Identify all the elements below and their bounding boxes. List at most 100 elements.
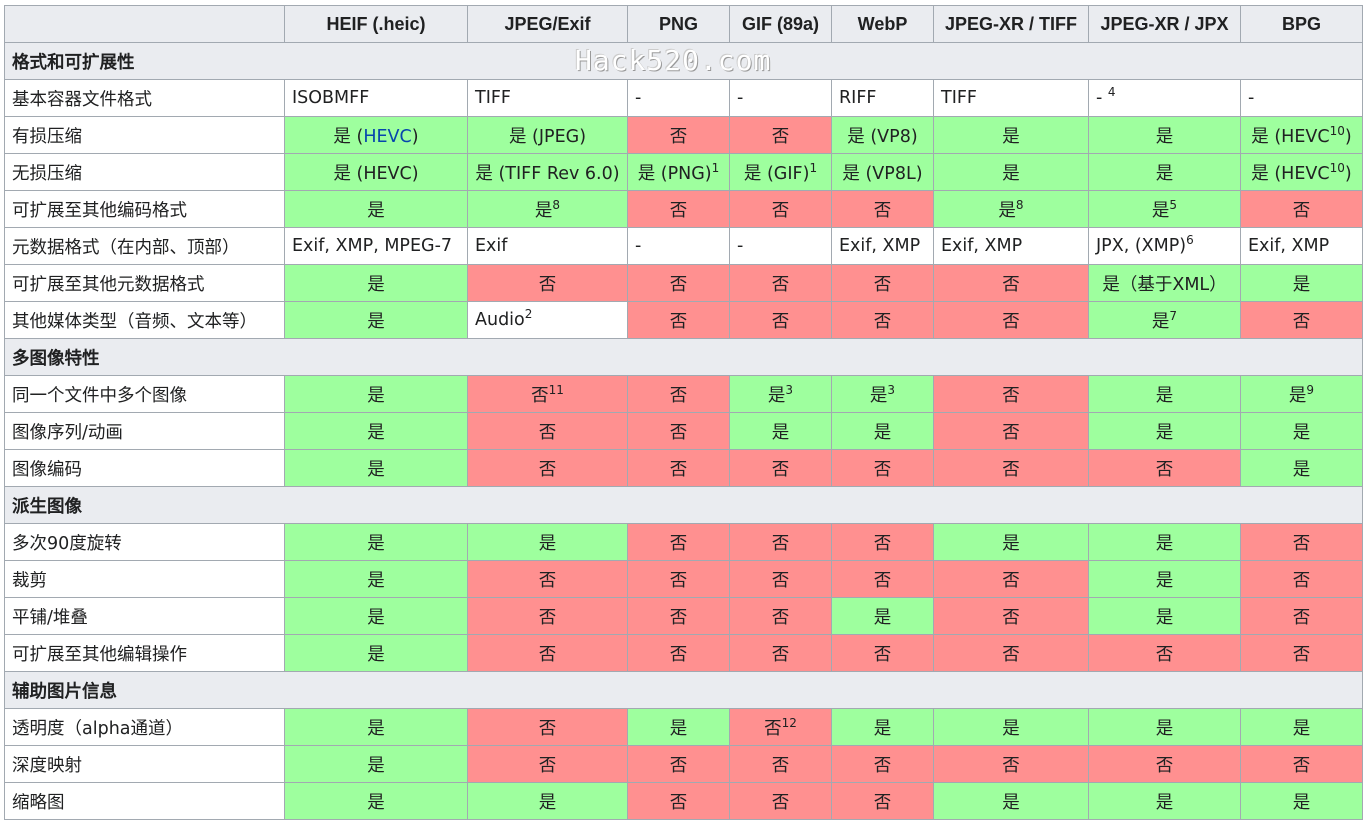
table-cell: 是	[284, 560, 468, 598]
footnote-ref[interactable]: 8	[552, 197, 561, 212]
table-cell: 是 (PNG)1	[627, 153, 730, 191]
cell-text: 否	[538, 459, 557, 480]
footnote-ref[interactable]: 12	[781, 715, 797, 730]
table-row: 可扩展至其他编辑操作 是 否 否 否 否 否 否 否	[4, 634, 1363, 672]
cell-text: JPX, (XMP)	[1096, 236, 1187, 256]
column-header: BPG	[1240, 5, 1363, 43]
section-title: 多图像特性	[4, 338, 1363, 376]
cell-text: 是 (HEVC	[1251, 163, 1330, 184]
cell-text: 否	[1002, 385, 1020, 406]
column-header: GIF (89a)	[729, 5, 832, 43]
cell-text-suffix: )	[411, 126, 419, 147]
cell-text: 否	[1292, 200, 1311, 221]
cell-text: 否	[1292, 533, 1311, 554]
table-cell: 否	[729, 782, 832, 820]
table-cell: 是	[831, 412, 934, 450]
cell-text: 是	[1292, 792, 1311, 813]
table-row: 透明度（alpha通道）是否是否12 是是是是	[4, 708, 1363, 746]
table-cell: 是	[933, 523, 1089, 561]
cell-text: 是	[367, 792, 385, 813]
footnote-ref[interactable]: 1	[809, 160, 818, 175]
cell-text: 否	[1292, 755, 1311, 776]
row-label: 其他媒体类型（音频、文本等）	[4, 301, 285, 339]
table-cell: 否	[831, 264, 934, 302]
footnote-ref[interactable]: 3	[785, 382, 794, 397]
cell-text: 否	[771, 311, 790, 332]
table-row: 同一个文件中多个图像是否11 否是3 是3 否是是9	[4, 375, 1363, 413]
table-cell: 否	[1240, 745, 1363, 783]
cell-text: 是	[367, 422, 385, 443]
table-cell: Exif, XMP, MPEG-7	[284, 227, 468, 265]
footnote-ref[interactable]: 9	[1306, 382, 1315, 397]
cell-text: 是 (JPEG)	[508, 126, 587, 147]
table-row: 缩略图 是 是 否 否 否 是 是 是	[4, 782, 1363, 820]
table-cell: 是	[284, 375, 468, 413]
cell-text: 是	[1155, 718, 1174, 739]
table-cell: 否	[627, 449, 730, 487]
table-cell: 否	[729, 116, 832, 154]
footnote-ref[interactable]: 5	[1169, 197, 1178, 212]
table-cell: 是	[1088, 708, 1241, 746]
cell-text: -	[1248, 88, 1255, 108]
cell-text: 否	[1002, 459, 1020, 480]
column-header: JPEG/Exif	[467, 5, 628, 43]
table-cell: 是 (GIF)1	[729, 153, 832, 191]
table-cell: 是	[284, 412, 468, 450]
table-cell: ISOBMFF	[284, 79, 468, 117]
cell-text: 是	[1155, 533, 1174, 554]
table-cell: 是	[1240, 708, 1363, 746]
table-cell: 否	[831, 190, 934, 228]
table-cell: -	[729, 79, 832, 117]
table-cell: 否	[627, 634, 730, 672]
cell-text: 否	[764, 718, 782, 739]
cell-text: 否	[669, 792, 688, 813]
table-cell: 是8	[467, 190, 628, 228]
cell-text: 否	[771, 200, 790, 221]
footnote-ref[interactable]: 10	[1329, 160, 1345, 175]
row-label: 图像序列/动画	[4, 412, 285, 450]
table-cell: 否	[627, 597, 730, 635]
cell-text: 是	[998, 200, 1016, 221]
table-cell: Audio2	[467, 301, 628, 339]
table-cell: 否	[729, 597, 832, 635]
table-cell: 是9	[1240, 375, 1363, 413]
column-header: HEIF (.heic)	[284, 5, 468, 43]
footnote-ref[interactable]: 7	[1169, 308, 1178, 323]
row-label: 可扩展至其他元数据格式	[4, 264, 285, 302]
table-cell: 是8	[933, 190, 1089, 228]
cell-text-suffix: )	[1344, 126, 1352, 147]
footnote-ref[interactable]: 10	[1329, 123, 1345, 138]
footnote-ref[interactable]: 11	[548, 382, 564, 397]
table-row: 可扩展至其他编码格式是是8 否否否是8 是5 否	[4, 190, 1363, 228]
column-header: JPEG-XR / TIFF	[933, 5, 1089, 43]
cell-text: 否	[538, 274, 557, 295]
section-title: 格式和可扩展性	[4, 42, 1363, 80]
cell-text: 否	[771, 644, 790, 665]
cell-text: 是	[1002, 163, 1020, 184]
footnote-ref[interactable]: 1	[711, 160, 720, 175]
hevc-link[interactable]: HEVC	[363, 126, 412, 147]
table-cell: 是	[933, 116, 1089, 154]
cell-text: -	[737, 236, 744, 256]
footnote-ref[interactable]: 8	[1015, 197, 1024, 212]
footnote-ref[interactable]: 4	[1107, 85, 1116, 99]
table-cell: TIFF	[933, 79, 1089, 117]
footnote-ref[interactable]: 6	[1186, 233, 1194, 247]
footnote-ref[interactable]: 3	[887, 382, 896, 397]
table-cell: 否	[627, 375, 730, 413]
cell-text: 否	[538, 755, 557, 776]
table-cell: 否	[467, 560, 628, 598]
cell-text: 否	[873, 570, 892, 591]
table-cell: 否	[729, 449, 832, 487]
table-cell: 否	[933, 597, 1089, 635]
table-cell: 否	[1240, 560, 1363, 598]
table-cell: 否	[831, 449, 934, 487]
cell-text: 是	[869, 385, 888, 406]
table-cell: 是	[284, 449, 468, 487]
cell-text: 否	[1155, 459, 1174, 480]
footnote-ref[interactable]: 2	[524, 307, 533, 321]
column-header: PNG	[627, 5, 730, 43]
row-label: 裁剪	[4, 560, 285, 598]
cell-text: TIFF	[475, 88, 511, 108]
